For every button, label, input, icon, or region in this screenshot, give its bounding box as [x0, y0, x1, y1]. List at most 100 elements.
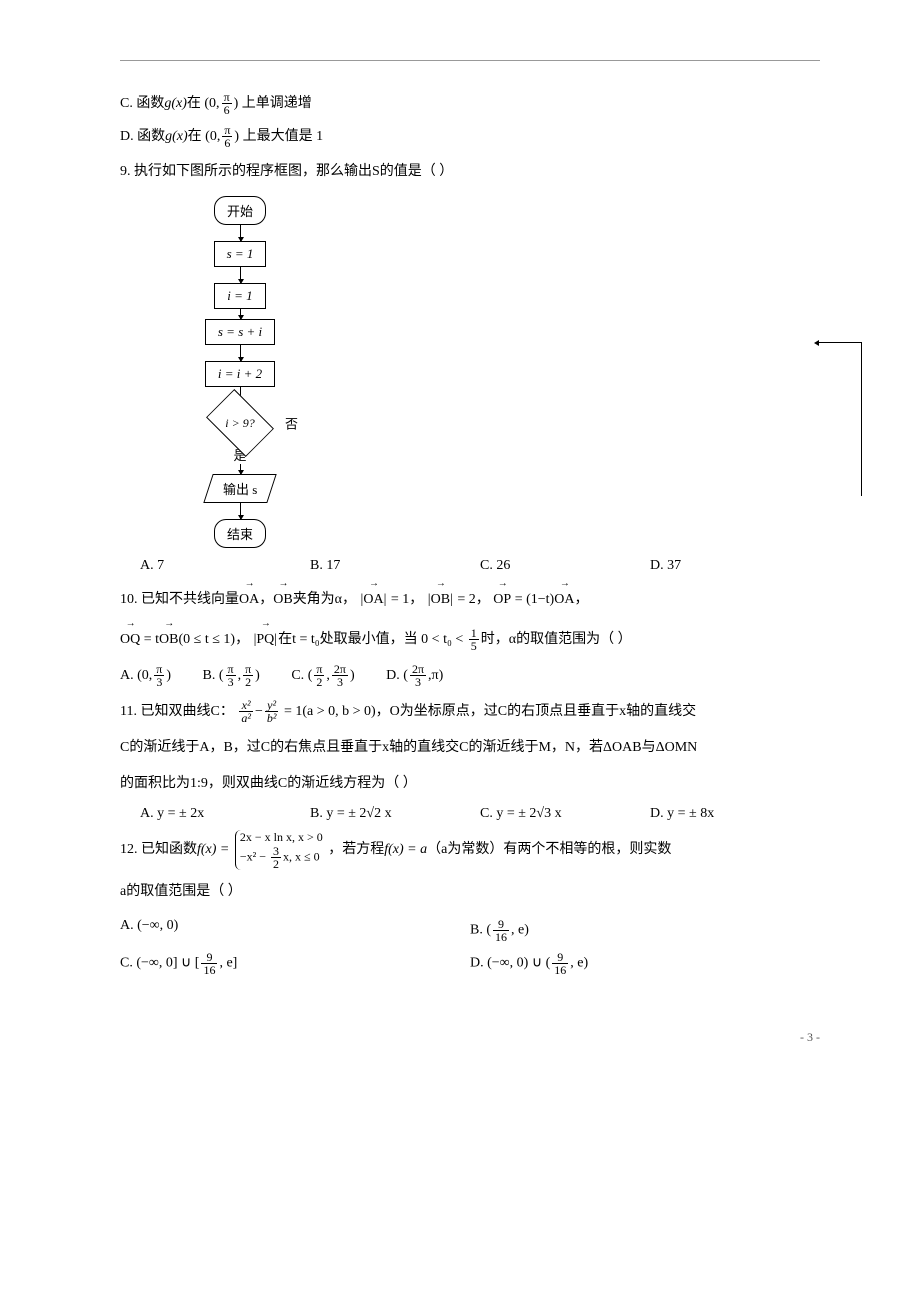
q10-e2: = 2，: [454, 592, 490, 607]
q12-opt-a: A. (−∞, 0): [120, 918, 470, 943]
qc-n: 9: [201, 951, 217, 964]
q10-l1a: 10. 已知不共线向量: [120, 592, 239, 607]
optd-gx: g(x): [165, 129, 188, 144]
q10-m1: 夹角为α，: [293, 592, 356, 607]
oc-c: ): [350, 668, 355, 683]
abs-oa-v: OA: [363, 582, 383, 614]
top-rule: [120, 60, 820, 61]
qd-d: 16: [552, 964, 568, 976]
q12-opt-b: B. (916, e): [470, 918, 820, 943]
vec-oq: OQ: [120, 622, 140, 654]
optd-prefix: D. 函数: [120, 129, 165, 144]
flow-decision: i > 9?: [205, 403, 275, 443]
qd-l: D.: [470, 955, 487, 970]
q12-p2a: −x² −: [240, 849, 269, 863]
q9-opt-d: D. 37: [650, 558, 820, 574]
q11-a2: a²: [239, 712, 253, 724]
vec-op: OP: [493, 582, 511, 614]
oc-l: C.: [291, 668, 307, 683]
q12-p2d: 2: [271, 858, 281, 870]
q10-e4: = t: [140, 632, 159, 647]
q9-opt-b: B. 17: [310, 558, 480, 574]
ob-c: ): [255, 668, 260, 683]
q10-m2: 在t = t₀处取最小值，当: [278, 632, 418, 647]
oa-o: (0,: [137, 668, 152, 683]
q10-c1: ，: [259, 592, 273, 607]
optc-interval: (0,π6): [204, 96, 238, 111]
q10-fd: 5: [469, 640, 479, 652]
flowchart: 开始 s = 1 i = 1 s = s + i i = i + 2 i > 9…: [160, 196, 820, 548]
qd-n: 9: [552, 951, 568, 964]
flow-output: 输出 s: [203, 474, 277, 503]
od-o: (: [403, 668, 408, 683]
oa-c: ): [166, 668, 171, 683]
q12-mid2: （a为常数）有两个不相等的根，则实数: [427, 842, 671, 857]
page-number: - 3 -: [120, 1030, 820, 1045]
oc-o: (: [308, 668, 313, 683]
q10-e3: = (1−t): [511, 592, 554, 607]
flow-i-init: i = 1: [214, 283, 265, 309]
q12-line1: 12. 已知函数f(x) = 2x − x ln x, x > 0 −x² − …: [120, 830, 820, 869]
arrow: [240, 464, 241, 474]
ob-d1: 3: [226, 676, 236, 688]
q11-rest: = 1(a > 0, b > 0)，O为坐标原点，过C的右顶点且垂直于x轴的直线…: [280, 704, 696, 719]
q11-opt-d: D. y = ± 8x: [650, 806, 820, 822]
q10-line2: OQ = tOB(0 ≤ t ≤ 1)， PQ在t = t₀处取最小值，当 0 …: [120, 622, 820, 654]
prev-option-c: C. 函数g(x)在 (0,π6) 上单调递增: [120, 91, 820, 118]
ob-m: ,: [238, 668, 242, 683]
abs-pq: PQ: [253, 622, 279, 654]
qb-o: (: [486, 922, 491, 937]
flow-loop-back: [819, 342, 862, 496]
od-d: 3: [410, 676, 426, 688]
qb-d: 16: [493, 931, 509, 943]
vec-ob: OB: [273, 582, 292, 614]
optd-int-open: (0,: [205, 129, 220, 144]
q10-e1: = 1，: [387, 592, 423, 607]
q9-opt-c: C. 26: [480, 558, 650, 574]
qc-t2: , e]: [219, 955, 237, 970]
qd-t2: , e): [570, 955, 588, 970]
q11-minus: −: [255, 704, 263, 719]
q12-l1a: 12. 已知函数: [120, 842, 197, 857]
q12-fx2: f(x) = a: [384, 842, 427, 857]
q12-p2: −x² − 32x, x ≤ 0: [240, 845, 323, 870]
q12-opt-d: D. (−∞, 0) ∪ (916, e): [470, 951, 820, 976]
optc-suffix: 上单调递增: [242, 96, 312, 111]
q10-line1: 10. 已知不共线向量OA，OB夹角为α， OA = 1， OB = 2， OP…: [120, 582, 820, 614]
optd-suffix: 上最大值是 1: [243, 129, 324, 144]
q11-opt-c: C. y = ± 2√3 x: [480, 806, 650, 822]
arrow: [240, 225, 241, 241]
q9-opt-a: A. 7: [140, 558, 310, 574]
vec-oa2: OA: [554, 582, 574, 614]
qa-l: A.: [120, 918, 137, 933]
q11-b2: b²: [265, 712, 279, 724]
q11-opt-a: A. y = ± 2x: [140, 806, 310, 822]
q12-options: A. (−∞, 0) B. (916, e) C. (−∞, 0] ∪ [916…: [120, 914, 820, 980]
q11-line3: 的面积比为1:9，则双曲线C的渐近线方程为（ ）: [120, 770, 820, 798]
flow-s-init: s = 1: [214, 241, 267, 267]
qa-t: (−∞, 0): [137, 918, 178, 933]
abs-ob-v: OB: [431, 582, 450, 614]
ob-o: (: [219, 668, 224, 683]
page: C. 函数g(x)在 (0,π6) 上单调递增 D. 函数g(x)在 (0,π6…: [0, 0, 920, 1085]
prev-option-d: D. 函数g(x)在 (0,π6) 上最大值是 1: [120, 124, 820, 151]
q11-opt-b: B. y = ± 2√2 x: [310, 806, 480, 822]
q10-opt-d: D. (2π3,π): [386, 662, 443, 690]
arrow: [240, 309, 241, 319]
vec-oa: OA: [239, 582, 259, 614]
arrow: [240, 267, 241, 283]
od-l: D.: [386, 668, 403, 683]
oa-d: 3: [154, 676, 164, 688]
optd-int-d: 6: [222, 137, 232, 149]
q12-p1: 2x − x ln x, x > 0: [240, 830, 323, 844]
q11-options: A. y = ± 2x B. y = ± 2√2 x C. y = ± 2√3 …: [140, 806, 820, 822]
flow-cond: i > 9?: [205, 403, 275, 443]
ob-l: B.: [203, 668, 219, 683]
optc-prefix: C. 函数: [120, 96, 164, 111]
q10-options: A. (0,π3) B. (π3,π2) C. (π2,2π3) D. (2π3…: [120, 662, 820, 690]
optd-interval: (0,π6): [205, 129, 239, 144]
qb-l: B.: [470, 922, 486, 937]
optc-gx: g(x): [164, 96, 187, 111]
optc-int-open: (0,: [204, 96, 219, 111]
q12-line2: a的取值范围是（ ）: [120, 878, 820, 906]
